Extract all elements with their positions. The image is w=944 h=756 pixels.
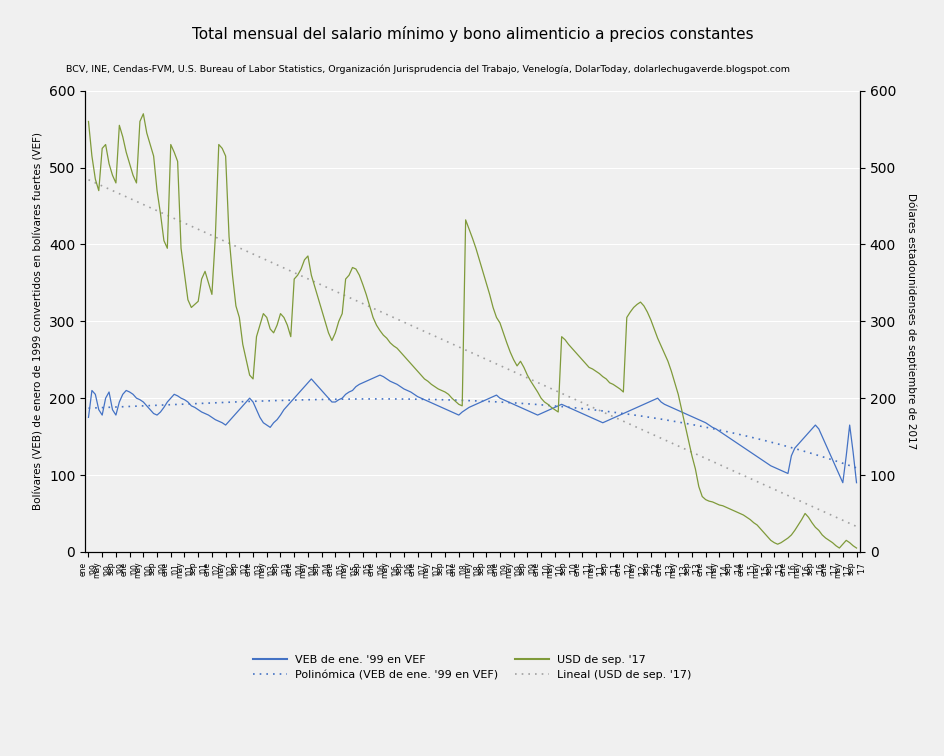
Text: BCV, INE, Cendas-FVM, U.S. Bureau of Labor Statistics, Organización Jurisprudenc: BCV, INE, Cendas-FVM, U.S. Bureau of Lab… (66, 64, 789, 74)
Legend: VEB de ene. '99 en VEF, Polinómica (VEB de ene. '99 en VEF), USD de sep. '17, Li: VEB de ene. '99 en VEF, Polinómica (VEB … (248, 650, 696, 685)
Text: Total mensual del salario mínimo y bono alimenticio a precios constantes: Total mensual del salario mínimo y bono … (192, 26, 752, 42)
Y-axis label: Bolívares (VEB) de enero de 1999 convertidos en bolívares fuertes (VEF): Bolívares (VEB) de enero de 1999 convert… (33, 132, 43, 510)
Y-axis label: Dólares estadounidenses de septiembre de 2017: Dólares estadounidenses de septiembre de… (905, 194, 916, 449)
